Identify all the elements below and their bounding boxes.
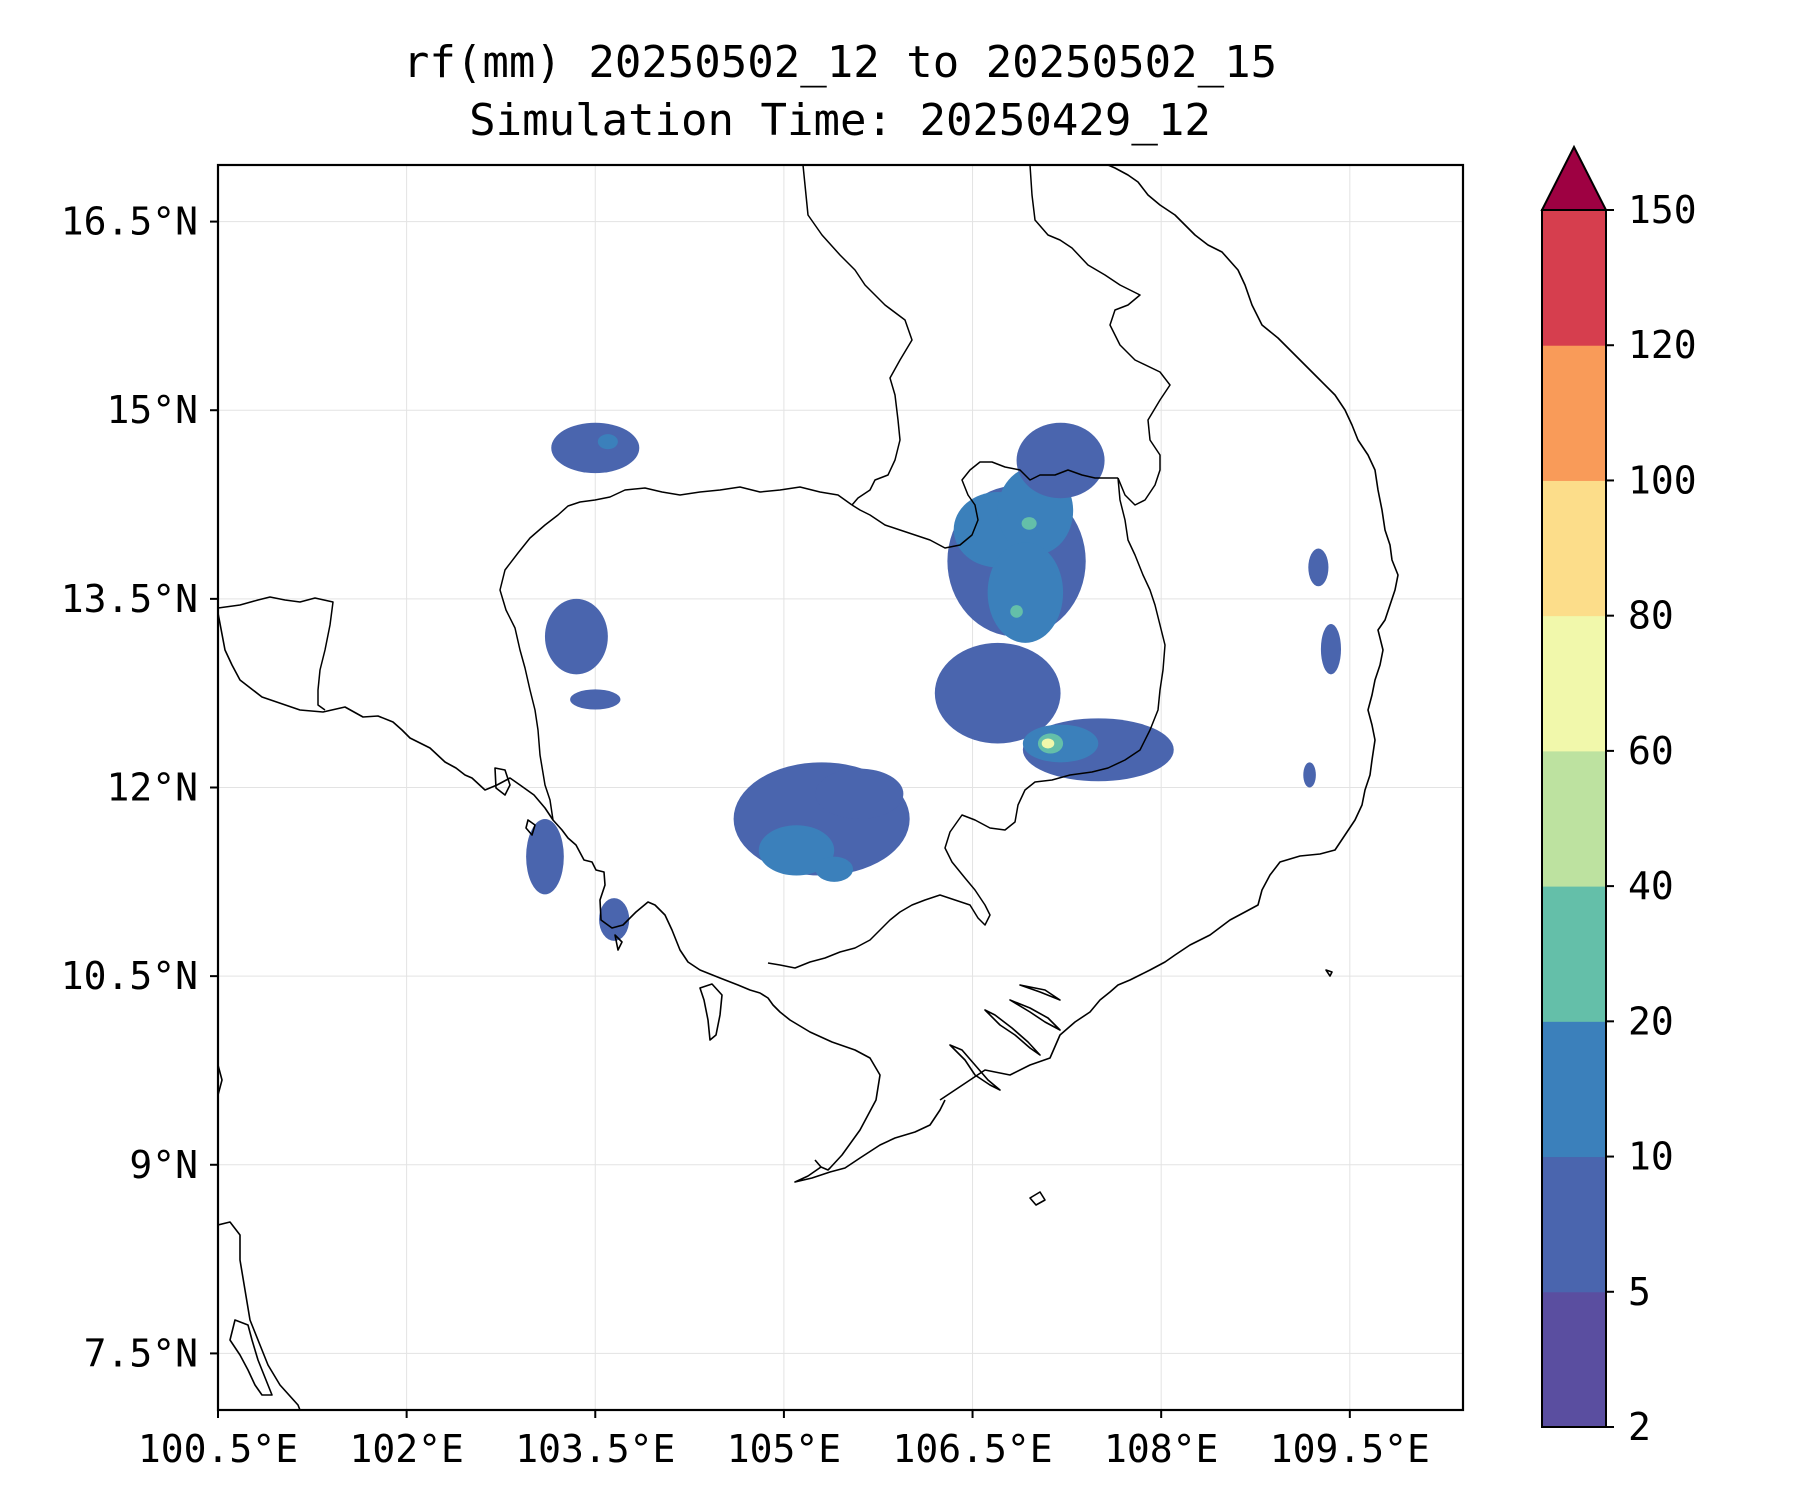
x-tick-label: 109.5°E [1270, 1427, 1430, 1471]
rain-area [544, 598, 608, 675]
colorbar-tick-label: 20 [1628, 999, 1674, 1043]
x-tick-label: 100.5°E [138, 1427, 298, 1471]
rain-area [551, 422, 640, 474]
laos-cambodia-border [851, 461, 1118, 549]
colorbar-segment [1542, 345, 1606, 481]
colorbar-segment [1542, 615, 1606, 752]
mainland-coastline [218, 612, 881, 1171]
colorbar-tick-label: 100 [1628, 458, 1697, 502]
phu-quoc-island [699, 983, 723, 1041]
colorbar-tick-label: 120 [1628, 323, 1697, 367]
rain-area [815, 768, 904, 819]
small-island-3 [1325, 969, 1333, 977]
colorbar-tick-label: 40 [1628, 864, 1674, 908]
colorbar-frame [1541, 209, 1607, 1428]
y-tick-label: 16.5°N [61, 200, 198, 244]
delta-channel-1 [949, 1044, 1001, 1091]
colorbar-segment [1542, 1156, 1606, 1293]
small-island-2 [614, 934, 623, 951]
rain-area [934, 642, 1061, 744]
koh-kong-island [494, 767, 511, 796]
country-borders [218, 165, 1171, 969]
rain-area [1320, 624, 1342, 675]
colorbar-tick-label: 2 [1628, 1405, 1651, 1449]
x-tick-label: 103.5°E [515, 1427, 675, 1471]
delta-channel-3 [1009, 999, 1061, 1031]
y-tick-label: 10.5°N [61, 954, 198, 998]
x-tick-label: 108°E [1104, 1427, 1218, 1471]
colorbar-extend-arrow [1540, 144, 1608, 211]
y-tick-label: 7.5°N [84, 1331, 198, 1375]
y-tick-label: 12°N [106, 766, 198, 810]
y-tick-label: 13.5°N [61, 577, 198, 621]
rain-area [526, 818, 564, 895]
rainfall-layer [526, 422, 1342, 941]
thai-peninsula-coast [218, 1221, 301, 1410]
rain-area [570, 689, 621, 710]
coastline-layer [218, 165, 1399, 1410]
peninsula-lake [229, 1319, 273, 1396]
colorbar-tick-label: 80 [1628, 594, 1674, 638]
x-tick-label: 105°E [727, 1427, 841, 1471]
rain-area [1016, 422, 1105, 499]
mekong-delta-coast [939, 165, 1399, 1101]
colorbar-tick-label: 5 [1628, 1270, 1651, 1314]
axis-ticks: 100.5°E 102°E 103.5°E 105°E 106.5°E 108°E 109.… [61, 200, 1430, 1471]
colorbar-segment [1542, 1291, 1606, 1428]
colorbar: 2 5 10 20 40 60 80 100 120 150 [1540, 144, 1697, 1449]
y-tick-label: 9°N [129, 1143, 198, 1187]
colorbar-tick-label: 60 [1628, 729, 1674, 773]
colorbar-tick-label: 150 [1628, 188, 1697, 232]
x-tick-label: 106.5°E [892, 1427, 1052, 1471]
colorbar-segment [1542, 210, 1606, 346]
delta-channel-4 [1019, 984, 1061, 1001]
rain-area [597, 434, 618, 450]
rain-area [758, 825, 835, 876]
rain-area [987, 542, 1064, 643]
chart-title: rf(mm) 20250502_12 to 20250502_15 [402, 37, 1278, 88]
rain-area [599, 898, 630, 941]
rain-area [1303, 762, 1316, 788]
delta-channel-2 [984, 1009, 1041, 1056]
rain-area [815, 856, 854, 882]
colorbar-segment [1542, 480, 1606, 617]
colorbar-segment [1542, 1021, 1606, 1158]
cambodia-vietnam-border [767, 477, 1166, 969]
small-island-1 [525, 819, 536, 836]
colorbar-segment [1542, 750, 1606, 887]
thailand-myanmar-border [218, 596, 334, 711]
x-tick-label: 102°E [349, 1427, 463, 1471]
chart-subtitle: Simulation Time: 20250429_12 [469, 95, 1211, 146]
thailand-cambodia-border [499, 486, 853, 821]
thai-west-coast [218, 1064, 223, 1096]
rain-area [1308, 548, 1329, 587]
y-tick-label: 15°N [106, 388, 198, 432]
rain-area [1021, 517, 1037, 530]
colorbar-segment [1542, 886, 1606, 1022]
rain-area [1010, 605, 1023, 618]
con-dao-island [1029, 1191, 1046, 1206]
vietnam-south-coast [794, 1099, 946, 1183]
thailand-laos-border [802, 165, 913, 506]
colorbar-tick-label: 10 [1628, 1135, 1674, 1179]
rain-area [1041, 738, 1055, 749]
laos-vietnam-border [1029, 165, 1171, 506]
